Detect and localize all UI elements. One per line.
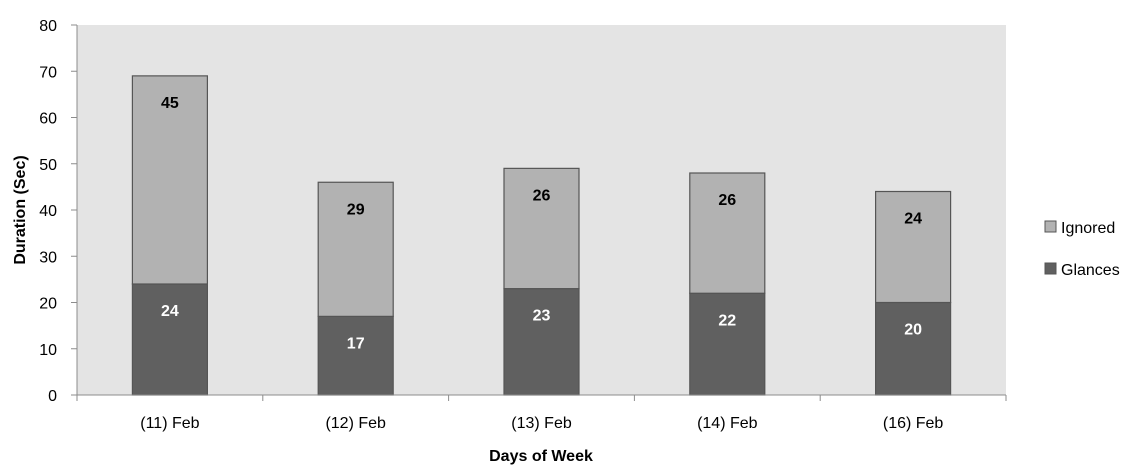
x-tick-label: (11) Feb <box>140 415 199 432</box>
y-tick-label: 10 <box>39 342 57 359</box>
x-tick-label: (12) Feb <box>325 415 386 432</box>
legend: Ignored Glances <box>1044 220 1120 279</box>
y-tick-label: 20 <box>39 296 57 313</box>
bar-ignored <box>317 181 394 317</box>
y-tick-label: 80 <box>39 18 57 35</box>
x-tick-label: (13) Feb <box>511 415 572 432</box>
bar-ignored <box>874 190 952 304</box>
y-tick-label: 50 <box>39 157 57 174</box>
bar-glances <box>317 315 394 396</box>
y-tick-label: 30 <box>39 249 57 266</box>
bar-glances <box>131 283 208 396</box>
legend-swatch-glances <box>1044 262 1057 275</box>
legend-label-ignored: Ignored <box>1061 220 1115 237</box>
y-tick-label: 0 <box>48 388 57 405</box>
data-label-glances: 20 <box>904 322 922 339</box>
y-axis-title: Duration (Sec) <box>12 155 29 264</box>
data-label-ignored: 29 <box>347 201 365 218</box>
x-ticks: (11) Feb (12) Feb (13) Feb (14) Feb (16) Feb <box>76 395 1007 432</box>
data-label-glances: 23 <box>533 308 551 325</box>
legend-label-glances: Glances <box>1061 262 1120 279</box>
legend-swatch-ignored <box>1044 220 1057 233</box>
y-tick-label: 70 <box>39 64 57 81</box>
data-label-ignored: 26 <box>533 187 551 204</box>
y-tick-label: 40 <box>39 203 57 220</box>
data-labels: 24 45 17 29 23 26 22 26 20 24 <box>161 95 922 353</box>
bar-glances <box>689 292 766 396</box>
x-tick-label: (16) Feb <box>883 415 944 432</box>
x-tick-label: (14) Feb <box>697 415 758 432</box>
y-tick-label: 60 <box>39 111 57 128</box>
data-label-glances: 17 <box>347 335 365 352</box>
data-label-ignored: 26 <box>718 192 736 209</box>
y-ticks: 0 10 20 30 40 50 60 70 80 <box>39 18 77 405</box>
bar-glances <box>874 301 952 396</box>
bars-layer <box>131 75 952 396</box>
data-label-glances: 24 <box>161 303 179 320</box>
data-label-ignored: 24 <box>904 211 922 228</box>
data-label-glances: 22 <box>718 312 736 329</box>
data-label-ignored: 45 <box>161 95 179 112</box>
x-axis-title: Days of Week <box>489 448 593 465</box>
bar-ignored <box>131 75 208 285</box>
bar-glances <box>503 288 580 396</box>
bar-ignored <box>503 167 580 290</box>
bar-ignored <box>689 172 766 294</box>
